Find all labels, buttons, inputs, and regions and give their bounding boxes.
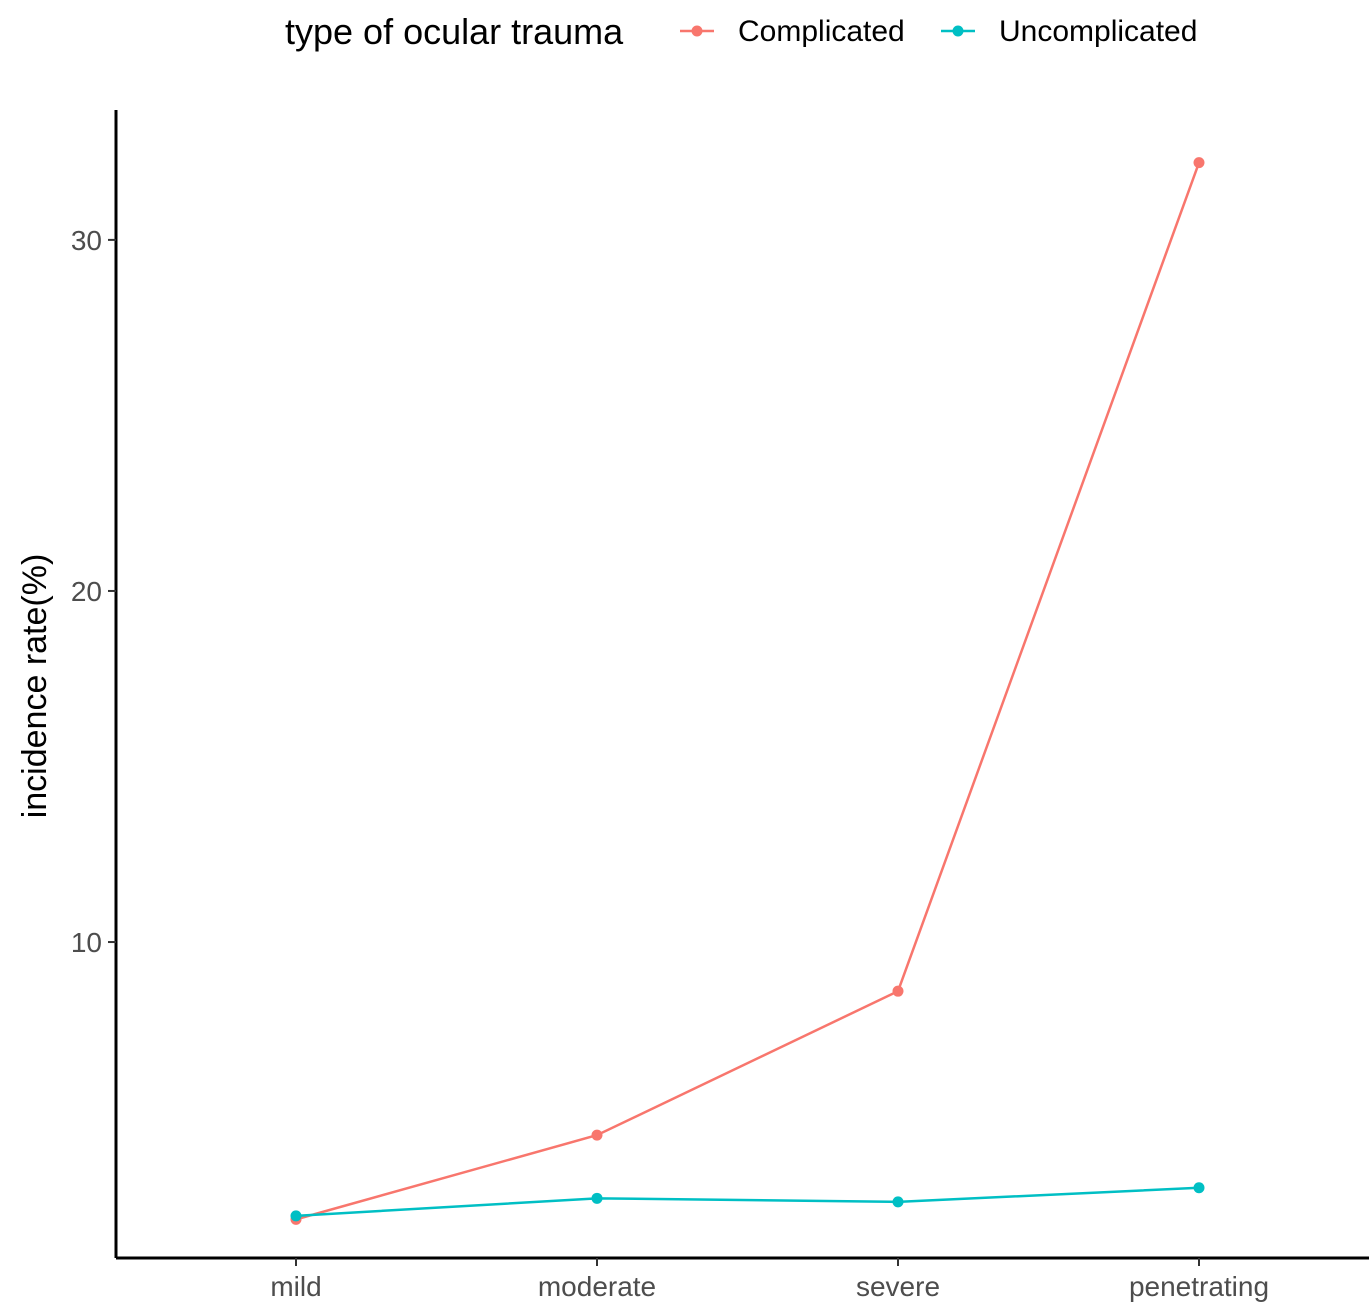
data-point-complicated (1193, 157, 1205, 169)
x-tick-label: moderate (538, 1271, 656, 1302)
series-line-complicated (295, 162, 1201, 1221)
data-point-uncomplicated (591, 1192, 603, 1204)
legend-label: Complicated (738, 15, 905, 48)
data-point-uncomplicated (1193, 1182, 1205, 1194)
x-ticks: mild moderate severe penetrating (270, 1258, 1269, 1302)
legend-key-point (952, 25, 964, 37)
legend-item-uncomplicated: Uncomplicated (941, 15, 1197, 48)
data-point-complicated (892, 985, 904, 997)
series-group (290, 157, 1205, 1225)
y-ticks: 10 20 30 (71, 225, 116, 958)
legend-title: type of ocular trauma (285, 11, 624, 52)
legend-key-point (691, 25, 703, 37)
y-tick-label: 20 (71, 576, 102, 607)
series-uncomplicated (290, 1182, 1205, 1222)
x-tick-label: severe (856, 1271, 940, 1302)
series-complicated (290, 157, 1205, 1225)
legend-items: Complicated Uncomplicated (680, 15, 1197, 48)
x-tick-label: mild (270, 1271, 321, 1302)
data-point-uncomplicated (892, 1196, 904, 1208)
data-point-uncomplicated (290, 1210, 302, 1222)
x-tick-label: penetrating (1129, 1271, 1269, 1302)
series-line-uncomplicated (295, 1186, 1200, 1218)
y-tick-label: 10 (71, 927, 102, 958)
legend: type of ocular trauma Complicated Uncompl… (285, 11, 1197, 52)
legend-item-complicated: Complicated (680, 15, 905, 48)
legend-label: Uncomplicated (999, 15, 1197, 48)
data-point-complicated (591, 1129, 603, 1141)
y-axis-title: incidence rate(%) (16, 554, 54, 819)
y-tick-label: 30 (71, 225, 102, 256)
